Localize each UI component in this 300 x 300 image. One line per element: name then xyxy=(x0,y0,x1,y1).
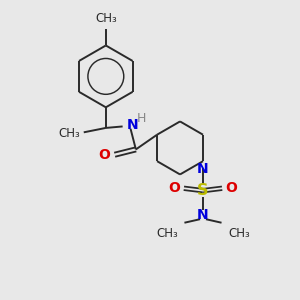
Text: CH₃: CH₃ xyxy=(228,227,250,240)
Text: CH₃: CH₃ xyxy=(156,227,178,240)
Text: N: N xyxy=(197,162,209,176)
Text: O: O xyxy=(168,181,180,195)
Text: N: N xyxy=(127,118,139,132)
Text: CH₃: CH₃ xyxy=(58,127,80,140)
Text: CH₃: CH₃ xyxy=(95,12,117,25)
Text: O: O xyxy=(226,181,238,195)
Text: O: O xyxy=(99,148,110,162)
Text: H: H xyxy=(136,112,146,125)
Text: N: N xyxy=(197,208,209,222)
Text: S: S xyxy=(197,183,209,198)
